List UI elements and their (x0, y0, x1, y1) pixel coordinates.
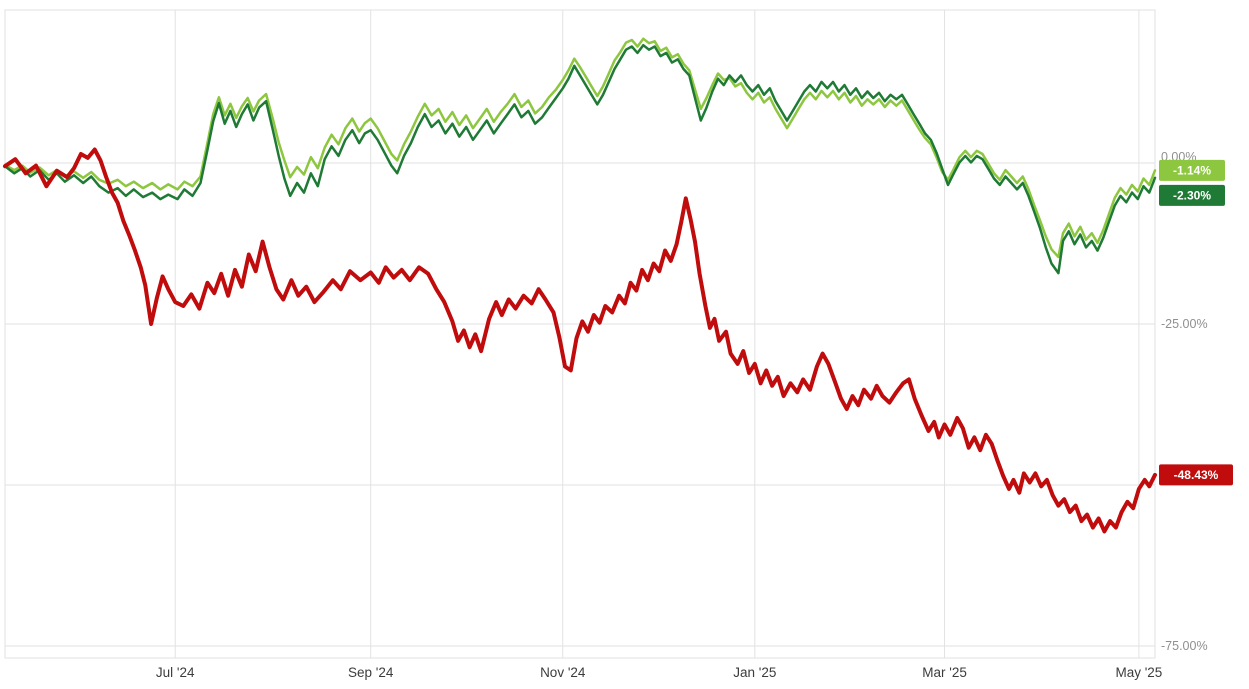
badge-label-red: -48.43% (1174, 468, 1219, 482)
badge-box-dark-green (1159, 184, 1225, 206)
x-axis-label: Jul '24 (156, 665, 195, 680)
y-axis-label: -25.00% (1161, 317, 1208, 331)
badge-label-light-green: -1.14% (1173, 163, 1211, 177)
series-end-badges: -1.14% -2.30% -48.43% (1159, 159, 1233, 486)
series-end-badge-red: -48.43% (1159, 464, 1233, 486)
series-line-dark-green (3, 43, 1157, 275)
series-end-badge-dark-green: -2.30% (1159, 184, 1225, 206)
x-axis-label: May '25 (1115, 665, 1162, 680)
x-axis-label: Jan '25 (733, 665, 776, 680)
badge-box-red (1159, 464, 1233, 486)
x-axis-labels: Jul '24 Sep '24 Nov '24 Jan '25 Mar '25 May '… (156, 665, 1162, 680)
x-axis-label: Nov '24 (540, 665, 586, 680)
plot-border (4, 9, 1156, 659)
series-line-red (3, 147, 1157, 534)
x-axis-label: Sep '24 (348, 665, 394, 680)
x-axis-label: Mar '25 (922, 665, 967, 680)
series-end-badge-light-green: -1.14% (1159, 159, 1225, 181)
badge-box-light-green (1159, 159, 1225, 181)
gridlines (4, 9, 1156, 659)
series-line-light-green (3, 37, 1157, 259)
y-axis-label: -75.00% (1161, 639, 1208, 653)
badge-label-dark-green: -2.30% (1173, 188, 1211, 202)
